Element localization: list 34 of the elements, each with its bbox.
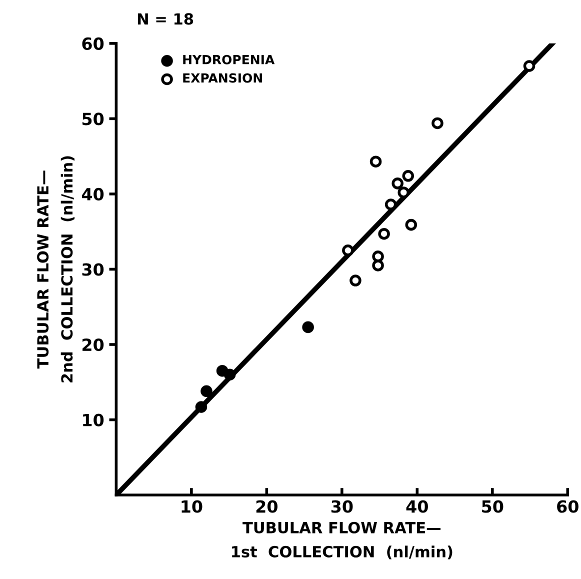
x-tick-label: 50 [482, 500, 504, 513]
point [342, 244, 354, 256]
y-tick-label: 60 [82, 37, 104, 50]
y-tick-label: 40 [82, 188, 104, 201]
point [372, 260, 384, 272]
x-tick-label: 60 [557, 500, 578, 513]
legend-label: HYDROPENIA [183, 54, 275, 64]
point [350, 274, 362, 286]
point [384, 198, 397, 210]
point [398, 186, 410, 198]
point [523, 60, 536, 72]
point [195, 401, 208, 413]
point [370, 156, 382, 168]
point [405, 218, 418, 231]
point [432, 117, 444, 130]
x-tick-label: 40 [406, 500, 428, 513]
legend-label: EXPANSION [183, 73, 262, 83]
x-tick-label: 10 [182, 500, 202, 513]
text: N = 18 [138, 13, 194, 25]
y-axis-title: TUBULAR FLOW RATE— 2nd COLLECTION (nl/min) [37, 156, 74, 382]
point [302, 321, 314, 334]
point [372, 250, 384, 262]
point [224, 368, 236, 381]
y-tick-label: 50 [82, 112, 104, 126]
point [392, 178, 404, 190]
x-axis-title: TUBULAR FLOW RATE— 1st COLLECTION (nl/min) [232, 522, 452, 560]
x-tick-label: 30 [331, 500, 353, 513]
y-tick-label: 30 [82, 263, 104, 276]
x-tick-label: 20 [256, 500, 278, 513]
point [402, 170, 414, 182]
y-tick-label: 20 [82, 338, 104, 352]
point [378, 228, 390, 240]
y-tick-label: 10 [83, 414, 104, 426]
point [200, 385, 212, 398]
